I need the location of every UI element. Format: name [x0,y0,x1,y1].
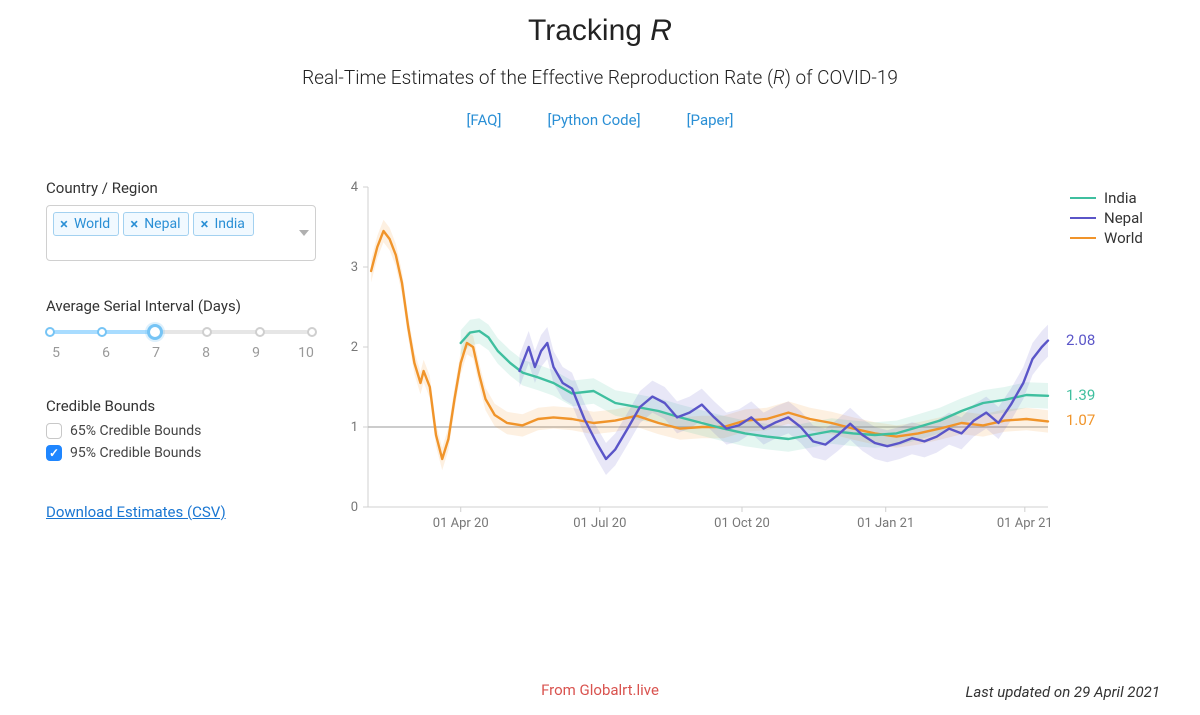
slider-tick-label: 8 [196,345,216,361]
title-text: Tracking [528,14,650,47]
serial-label: Average Serial Interval (Days) [46,297,316,315]
y-tick-label: 0 [351,500,358,515]
x-tick-label: 01 Oct 20 [714,516,770,531]
header-links: [FAQ] [Python Code] [Paper] [0,111,1200,129]
paper-link[interactable]: [Paper] [687,111,734,129]
y-tick-label: 4 [351,180,359,195]
download-csv-link[interactable]: Download Estimates (CSV) [46,503,226,521]
country-tag-nepal[interactable]: × Nepal [123,212,189,236]
slider-tick-label: 5 [46,345,66,361]
y-tick-label: 1 [351,420,358,435]
legend-swatch-icon [1070,197,1096,200]
source-attribution: From Globalrt.live [541,681,659,699]
slider-tick[interactable] [45,327,55,337]
subtitle-italic: R [773,66,785,89]
slider-tick[interactable] [255,327,265,337]
x-tick-label: 01 Apr 20 [433,516,489,531]
faq-link[interactable]: [FAQ] [466,111,501,129]
subtitle-pre: Real-Time Estimates of the Effective Rep… [302,66,773,89]
code-link[interactable]: [Python Code] [547,111,640,129]
remove-tag-icon[interactable]: × [130,217,138,232]
legend-item-nepal[interactable]: Nepal [1070,209,1143,227]
slider-tick-label: 7 [146,345,166,361]
x-tick-label: 01 Jan 21 [857,516,914,531]
country-tag-world[interactable]: × World [53,212,119,236]
slider-tick-label: 9 [246,345,266,361]
checkbox-label: 95% Credible Bounds [70,445,201,461]
slider-tick[interactable] [97,327,107,337]
header: Tracking R Real-Time Estimates of the Ef… [0,0,1200,129]
page-title: Tracking R [0,14,1200,48]
country-multiselect[interactable]: × World × Nepal × India [46,205,316,261]
legend-label: World [1104,229,1143,247]
slider-tick-label: 6 [96,345,116,361]
page-subtitle: Real-Time Estimates of the Effective Rep… [0,66,1200,89]
legend-swatch-icon [1070,237,1096,240]
chart-area: 0 1 2 3 4 01 Apr 20 01 Jul 20 01 Oct 20 01 Jan 2… [336,179,1172,535]
last-updated: Last updated on 29 April 2021 [966,683,1160,701]
bounds-label: Credible Bounds [46,397,316,415]
serial-interval-block: Average Serial Interval (Days) 5 6 7 8 9 10 [46,297,316,361]
chevron-down-icon[interactable] [299,230,309,236]
checkbox-label: 65% Credible Bounds [70,423,201,439]
x-tick-label: 01 Apr 21 [997,516,1052,531]
slider-tick-label: 10 [296,345,316,361]
y-tick-label: 3 [351,260,358,275]
end-value-nepal: 2.08 [1066,331,1095,349]
checkbox-icon[interactable] [46,423,62,439]
credible-bounds-option[interactable]: 65% Credible Bounds [46,423,316,439]
serial-slider[interactable] [50,325,312,339]
country-label: Country / Region [46,179,316,197]
end-value-india: 1.39 [1066,386,1095,404]
legend-item-india[interactable]: India [1070,189,1143,207]
legend-swatch-icon [1070,217,1096,220]
title-italic: R [650,14,672,47]
country-tag-label: World [74,216,110,232]
subtitle-post: ) of COVID-19 [785,66,898,89]
legend-label: India [1104,189,1137,207]
country-tag-label: Nepal [144,216,180,232]
remove-tag-icon[interactable]: × [60,217,68,232]
country-tag-india[interactable]: × India [193,212,253,236]
slider-tick[interactable] [307,327,317,337]
end-value-world: 1.07 [1066,411,1095,429]
legend-item-world[interactable]: World [1070,229,1143,247]
slider-labels: 5 6 7 8 9 10 [46,345,316,361]
sidebar: Country / Region × World × Nepal × India Aver… [46,179,316,521]
x-tick-label: 01 Jul 20 [573,516,626,531]
credible-bounds-block: Credible Bounds 65% Credible Bounds 95% C… [46,397,316,461]
chart-legend: India Nepal World [1070,189,1143,249]
credible-bounds-option[interactable]: 95% Credible Bounds [46,445,316,461]
checkbox-icon[interactable] [46,445,62,461]
remove-tag-icon[interactable]: × [200,217,208,232]
y-tick-label: 2 [351,340,358,355]
legend-label: Nepal [1104,209,1143,227]
r-chart: 0 1 2 3 4 01 Apr 20 01 Jul 20 01 Oct 20 01 Jan 2… [336,179,1052,535]
country-tag-label: India [214,216,244,232]
slider-handle[interactable] [147,324,163,340]
slider-tick[interactable] [202,327,212,337]
